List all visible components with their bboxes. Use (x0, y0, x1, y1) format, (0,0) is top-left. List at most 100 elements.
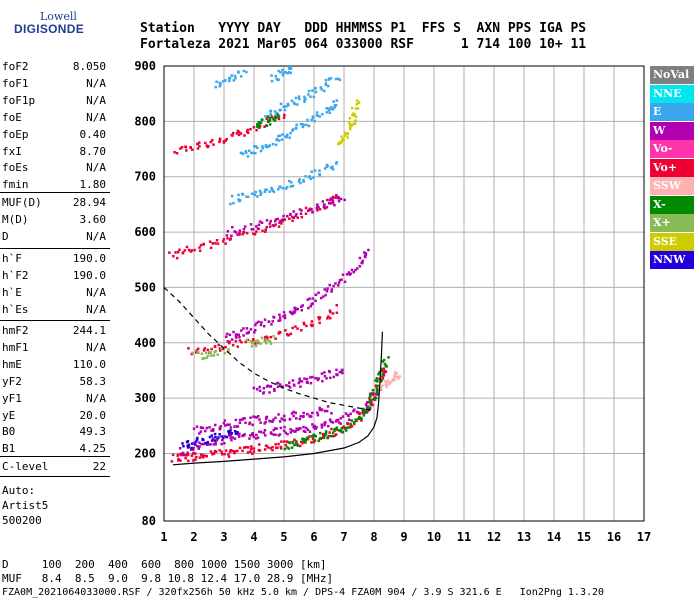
echo-point (213, 345, 217, 348)
echo-point (224, 449, 228, 452)
echo-point (258, 389, 262, 392)
echo-point (272, 190, 276, 194)
echo-point (283, 218, 287, 221)
echo-point (282, 105, 285, 108)
echo-point (368, 399, 372, 402)
echo-point (258, 126, 261, 129)
echo-point (236, 449, 239, 453)
echo-point (311, 89, 314, 92)
echo-point (291, 312, 294, 316)
echo-point (268, 123, 272, 126)
echo-point (321, 113, 324, 116)
echo-point (287, 71, 291, 74)
echo-point (298, 380, 301, 383)
echo-point (294, 96, 298, 100)
echo-point (281, 385, 284, 388)
param-row-b1: B1 4.25 (2, 442, 106, 456)
echo-point (299, 122, 303, 126)
echo-point (266, 384, 270, 387)
echo-point (324, 432, 328, 435)
echo-point (245, 332, 249, 335)
echo-point (257, 448, 261, 452)
echo-point (325, 377, 328, 380)
echo-point (256, 339, 260, 343)
echo-point (283, 425, 286, 429)
echo-point (366, 405, 370, 408)
echo-point (277, 117, 281, 121)
echo-point (265, 416, 268, 419)
echo-point (245, 151, 248, 154)
echo-point (276, 385, 280, 388)
echo-point (223, 352, 226, 355)
echo-point (239, 151, 243, 155)
echo-point (288, 381, 291, 384)
echo-point (335, 433, 338, 436)
echo-point (274, 416, 277, 420)
echo-point (326, 198, 329, 202)
echo-point (304, 441, 307, 444)
echo-point (300, 380, 304, 383)
echo-point (327, 202, 331, 205)
echo-point (382, 358, 386, 362)
echo-point (369, 403, 372, 406)
echo-point (302, 414, 305, 418)
echo-point (324, 430, 328, 433)
echo-point (349, 423, 352, 427)
echo-point (269, 385, 273, 388)
echo-point (265, 188, 268, 191)
echo-point (284, 443, 288, 447)
echo-point (234, 231, 238, 234)
echo-point (282, 315, 285, 318)
echo-point (302, 180, 305, 183)
legend-item-nne: NNE (650, 84, 694, 103)
panel-divider (0, 476, 110, 477)
echo-point (221, 80, 225, 83)
auto-scaling-line: Auto: (2, 484, 36, 497)
echo-point (357, 411, 360, 414)
echo-point (307, 435, 311, 438)
param-name: C-level (2, 460, 49, 473)
echo-point (180, 146, 184, 149)
param-row-muf-d-: MUF(D) 28.94 (2, 196, 106, 210)
echo-point (184, 454, 187, 457)
echo-point (194, 443, 197, 446)
echo-point (246, 451, 250, 454)
echo-point (279, 426, 283, 430)
echo-point (331, 201, 335, 204)
echo-point (346, 132, 349, 135)
echo-point (282, 71, 285, 74)
echo-point (378, 370, 382, 374)
echo-point (222, 436, 225, 440)
echo-point (210, 347, 213, 351)
echo-point (381, 384, 384, 387)
param-row-fmin: fmin 1.80 (2, 178, 106, 192)
echo-point (255, 225, 258, 228)
echo-point (229, 237, 232, 240)
echo-point (192, 459, 195, 462)
echo-point (263, 339, 267, 343)
echo-point (289, 332, 293, 336)
param-name: foEp (2, 127, 29, 141)
echo-point (257, 123, 261, 126)
echo-point (286, 102, 290, 106)
echo-point (267, 145, 271, 148)
echo-point (298, 377, 301, 381)
echo-point (332, 375, 336, 379)
echo-point (347, 271, 351, 274)
echo-point (225, 137, 228, 141)
echo-point (274, 443, 277, 446)
echo-point (331, 312, 335, 315)
echo-point (260, 321, 263, 324)
echo-point (341, 415, 345, 418)
echo-point (337, 197, 340, 200)
x-tick-label: 8 (370, 530, 377, 544)
echo-point (289, 65, 292, 68)
echo-point (338, 279, 342, 282)
echo-point (307, 306, 310, 310)
echo-point (323, 167, 327, 170)
echo-point (265, 338, 269, 342)
echo-point (288, 136, 291, 139)
echo-point (178, 447, 182, 450)
echo-point (288, 386, 292, 389)
